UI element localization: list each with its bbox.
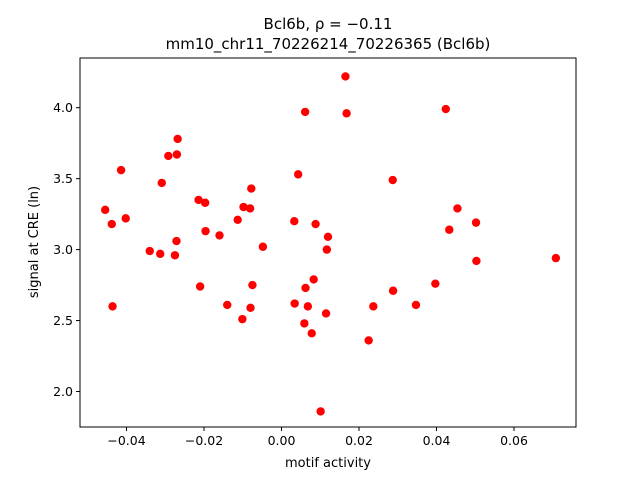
data-point: [300, 319, 309, 328]
data-point: [453, 204, 462, 213]
data-point: [472, 256, 481, 266]
data-point: [303, 302, 313, 311]
data-point: [156, 249, 165, 259]
data-point: [233, 215, 242, 224]
plot-frame: [79, 57, 577, 428]
data-point: [369, 302, 378, 311]
data-point: [341, 72, 350, 81]
data-point: [364, 336, 373, 345]
y-tick-label: 3.5: [53, 171, 73, 186]
data-point: [311, 219, 320, 229]
data-point: [172, 236, 181, 246]
data-point: [309, 275, 318, 284]
y-tick-label: 2.5: [53, 313, 73, 328]
data-point: [388, 175, 397, 185]
data-point: [157, 178, 166, 188]
data-point: [323, 232, 333, 242]
data-point: [322, 245, 332, 254]
data-point: [342, 109, 351, 118]
data-point: [108, 302, 117, 311]
data-point: [173, 134, 182, 144]
data-point: [290, 217, 299, 226]
x-tick-label: −0.02: [185, 433, 223, 448]
x-tick-label: −0.04: [107, 433, 145, 448]
data-point: [441, 104, 450, 114]
data-point: [316, 407, 325, 416]
data-point: [245, 204, 255, 213]
data-point: [248, 280, 257, 290]
data-point: [293, 170, 303, 179]
y-tick-label: 4.0: [53, 100, 73, 115]
data-point: [145, 246, 154, 256]
chart-title-line-2: mm10_chr11_70226214_70226365 (Bcl6b): [166, 35, 491, 54]
data-point: [239, 202, 248, 212]
x-tick-label: 0.02: [345, 433, 373, 448]
data-point: [258, 242, 268, 251]
data-point: [247, 184, 256, 193]
data-point: [321, 309, 331, 318]
data-point: [300, 107, 310, 117]
data-point: [201, 226, 210, 236]
x-axis-label: motif activity: [285, 456, 371, 471]
data-points: [100, 72, 561, 416]
data-point: [388, 286, 398, 295]
data-point: [431, 279, 440, 288]
data-point: [172, 150, 182, 159]
data-point: [100, 205, 110, 215]
data-point: [200, 198, 210, 207]
data-point: [551, 253, 561, 263]
data-point: [290, 299, 299, 308]
data-point: [246, 303, 255, 312]
y-tick-label: 3.0: [53, 242, 73, 257]
data-point: [301, 283, 310, 293]
data-point: [116, 165, 126, 175]
y-tick-label: 2.0: [53, 384, 73, 399]
data-point: [445, 225, 454, 234]
data-point: [194, 195, 203, 205]
data-point: [195, 282, 205, 291]
chart-title-line-1: Bcl6b, ρ = −0.11: [264, 15, 393, 33]
data-point: [307, 329, 316, 338]
data-point: [411, 300, 421, 310]
data-point: [215, 231, 224, 240]
x-tick-label: 0.04: [423, 433, 451, 448]
data-point: [170, 251, 180, 260]
x-tick-label: 0.00: [268, 433, 296, 448]
y-axis-label: signal at CRE (ln): [27, 186, 42, 298]
data-point: [121, 214, 130, 223]
axis-ticks: −0.04 −0.02 0.00 0.02 0.04 0.06 2.0 2.5 3.0 3.5 4.…: [53, 100, 528, 448]
data-point: [471, 218, 481, 227]
data-point: [223, 300, 232, 310]
x-tick-label: 0.06: [500, 433, 528, 448]
data-point: [238, 314, 247, 324]
data-point: [164, 151, 173, 161]
data-point: [107, 219, 116, 229]
